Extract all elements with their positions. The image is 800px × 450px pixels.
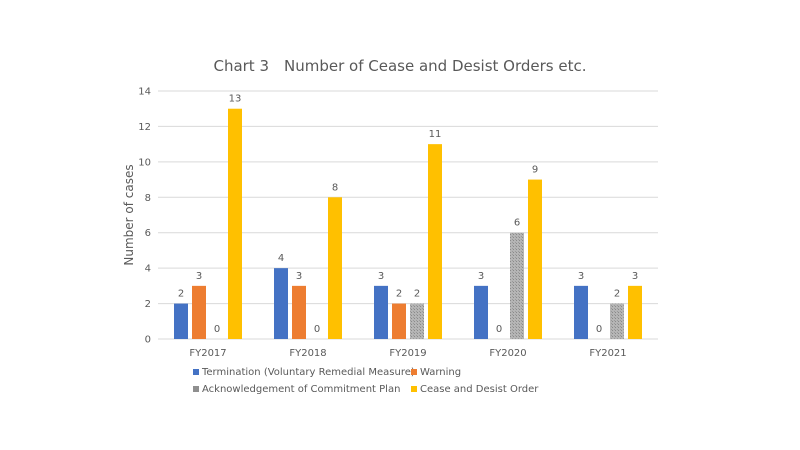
- y-tick-label: 6: [145, 228, 151, 239]
- y-axis-label: Number of cases: [122, 164, 136, 265]
- bar: [510, 232, 524, 339]
- y-tick-label: 2: [145, 299, 151, 310]
- bar: [174, 303, 188, 339]
- bar: [428, 144, 442, 339]
- legend-label: Cease and Desist Order: [420, 384, 539, 395]
- data-label: 3: [578, 271, 584, 282]
- bar: [628, 285, 642, 339]
- data-label: 3: [378, 271, 384, 282]
- y-tick-label: 8: [145, 193, 151, 204]
- x-tick-label: FY2017: [189, 348, 226, 359]
- legend-swatch: [193, 369, 199, 375]
- x-tick-label: FY2019: [389, 348, 426, 359]
- x-tick-label: FY2018: [289, 348, 326, 359]
- y-tick-label: 14: [138, 87, 151, 98]
- legend-swatch: [411, 369, 417, 375]
- data-label: 11: [429, 129, 442, 140]
- data-label: 0: [596, 324, 602, 335]
- data-label: 2: [414, 289, 420, 300]
- bar: [328, 197, 342, 339]
- data-label: 2: [396, 289, 402, 300]
- bar: [528, 179, 542, 339]
- bar: [292, 285, 306, 339]
- data-label: 3: [296, 271, 302, 282]
- legend-label: Termination (Voluntary Remedial Measure): [201, 367, 415, 378]
- bar: [274, 268, 288, 339]
- bar: [474, 285, 488, 339]
- data-label: 6: [514, 218, 520, 229]
- data-label: 3: [632, 271, 638, 282]
- data-label: 13: [229, 94, 242, 105]
- data-label: 4: [278, 253, 284, 264]
- bar: [610, 303, 624, 339]
- x-tick-label: FY2020: [489, 348, 526, 359]
- legend-label: Acknowledgement of Commitment Plan: [202, 384, 400, 395]
- bar: [192, 285, 206, 339]
- data-label: 0: [214, 324, 220, 335]
- x-tick-label: FY2021: [589, 348, 626, 359]
- y-tick-label: 12: [138, 122, 151, 133]
- data-label: 8: [332, 182, 338, 193]
- y-tick-label: 4: [145, 264, 151, 275]
- legend-swatch: [193, 386, 199, 392]
- data-label: 2: [178, 289, 184, 300]
- data-label: 2: [614, 289, 620, 300]
- data-label: 9: [532, 165, 538, 176]
- legend-swatch: [411, 386, 417, 392]
- y-tick-label: 10: [138, 157, 151, 168]
- legend-label: Warning: [420, 367, 461, 378]
- y-tick-label: 0: [145, 335, 151, 346]
- data-label: 3: [196, 271, 202, 282]
- chart-title: Chart 3 Number of Cease and Desist Order…: [213, 57, 586, 75]
- bar: [374, 285, 388, 339]
- data-label: 0: [314, 324, 320, 335]
- bar: [574, 285, 588, 339]
- bar: [392, 303, 406, 339]
- data-label: 3: [478, 271, 484, 282]
- data-label: 0: [496, 324, 502, 335]
- bar: [410, 303, 424, 339]
- bar: [228, 108, 242, 339]
